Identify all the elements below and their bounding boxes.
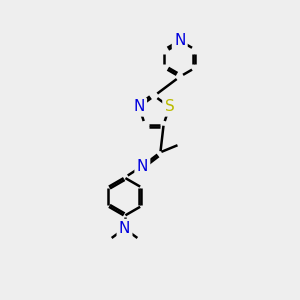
Text: N: N (119, 221, 130, 236)
Text: N: N (174, 33, 185, 48)
Text: S: S (164, 99, 174, 114)
Text: N: N (134, 99, 145, 114)
Text: N: N (137, 159, 148, 174)
